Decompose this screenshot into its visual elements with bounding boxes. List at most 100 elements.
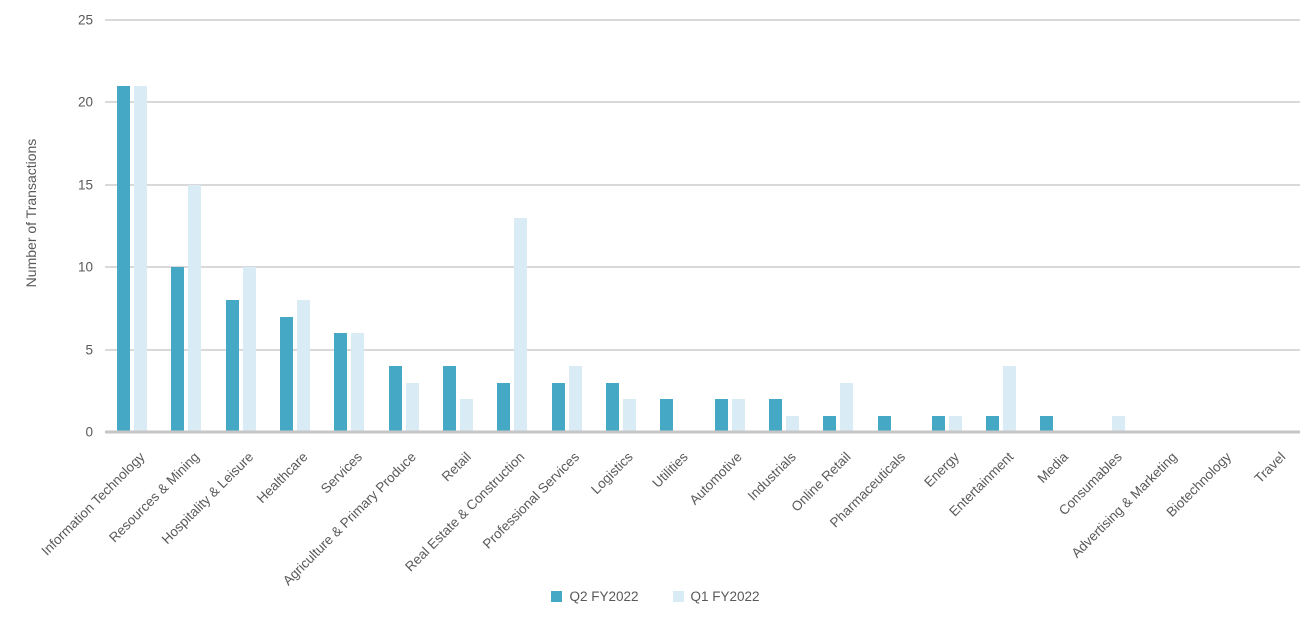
x-label-slot-energy: Energy xyxy=(920,437,974,587)
bars-layer xyxy=(105,20,1300,432)
bar-q2-fy2022-retail xyxy=(443,366,457,432)
bar-group-real-estate-construction xyxy=(485,20,539,432)
x-label-slot-industrials: Industrials xyxy=(745,437,811,587)
x-label-media: Media xyxy=(1034,449,1071,486)
bar-q1-fy2022-resources-mining xyxy=(188,184,202,432)
bar-group-automotive xyxy=(702,20,756,432)
bar-q1-fy2022-retail xyxy=(460,399,474,432)
bar-q2-fy2022-services xyxy=(334,333,348,432)
bar-q1-fy2022-online-retail xyxy=(840,382,854,432)
bar-group-retail xyxy=(431,20,485,432)
bar-group-energy xyxy=(920,20,974,432)
legend-label-q2-fy2022: Q2 FY2022 xyxy=(569,589,639,604)
bar-group-information-technology xyxy=(105,20,159,432)
x-label-slot-automotive: Automotive xyxy=(687,437,756,587)
bar-q2-fy2022-hospitality-leisure xyxy=(225,300,239,432)
y-axis-title: Number of Transactions xyxy=(23,138,39,288)
x-label-retail: Retail xyxy=(438,449,474,485)
gridline-15 xyxy=(105,183,1300,186)
bar-q1-fy2022-agriculture-primary-produce xyxy=(405,382,419,432)
x-label-utilities: Utilities xyxy=(649,449,691,491)
bar-q2-fy2022-agriculture-primary-produce xyxy=(388,366,402,432)
x-label-logistics: Logistics xyxy=(588,449,637,497)
bar-q1-fy2022-industrials xyxy=(785,415,799,432)
x-label-slot-entertainment: Entertainment xyxy=(946,437,1028,587)
bar-group-advertising-marketing xyxy=(1137,20,1191,432)
bar-q2-fy2022-online-retail xyxy=(823,415,837,432)
legend: Q2 FY2022 Q1 FY2022 xyxy=(0,589,1311,604)
bar-q2-fy2022-resources-mining xyxy=(171,267,185,432)
bar-q1-fy2022-hospitality-leisure xyxy=(242,267,256,432)
bar-group-biotechnology xyxy=(1191,20,1245,432)
y-tick-label-5: 5 xyxy=(85,342,93,358)
bar-q2-fy2022-healthcare xyxy=(280,316,294,432)
bar-group-utilities xyxy=(648,20,702,432)
x-label-services: Services xyxy=(317,449,365,497)
y-tick-label-25: 25 xyxy=(77,12,93,28)
x-label-slot-professional-services: Professional Services xyxy=(480,437,594,587)
bar-q2-fy2022-logistics xyxy=(605,382,619,432)
y-tick-label-15: 15 xyxy=(77,177,93,193)
x-label-slot-travel: Travel xyxy=(1246,437,1300,587)
x-label-energy: Energy xyxy=(921,449,963,491)
bar-group-consumables xyxy=(1083,20,1137,432)
x-label-slot-pharmaceuticals: Pharmaceuticals xyxy=(827,437,919,587)
x-label-slot-logistics: Logistics xyxy=(589,437,648,587)
bar-q1-fy2022-energy xyxy=(948,415,962,432)
bar-q1-fy2022-entertainment xyxy=(1003,366,1017,432)
x-label-slot-hospitality-leisure: Hospitality & Leisure xyxy=(158,437,268,587)
bar-group-professional-services xyxy=(540,20,594,432)
bar-q2-fy2022-professional-services xyxy=(551,382,565,432)
gridline-10 xyxy=(105,266,1300,269)
bar-group-entertainment xyxy=(974,20,1028,432)
x-label-travel: Travel xyxy=(1251,449,1289,486)
bar-q1-fy2022-real-estate-construction xyxy=(514,217,528,432)
bar-group-logistics xyxy=(594,20,648,432)
x-label-slot-advertising-marketing: Advertising & Marketing xyxy=(1068,437,1191,587)
x-label-slot-utilities: Utilities xyxy=(648,437,702,587)
bar-q2-fy2022-utilities xyxy=(660,399,674,432)
legend-swatch-q1-fy2022 xyxy=(672,591,684,602)
bar-q2-fy2022-industrials xyxy=(768,399,782,432)
bar-q1-fy2022-logistics xyxy=(622,399,636,432)
bar-q1-fy2022-services xyxy=(351,333,365,432)
bar-q2-fy2022-information-technology xyxy=(117,85,131,432)
bar-q1-fy2022-information-technology xyxy=(134,85,148,432)
bar-group-services xyxy=(322,20,376,432)
plot-area xyxy=(105,19,1300,434)
bar-group-hospitality-leisure xyxy=(214,20,268,432)
gridline-25 xyxy=(105,19,1300,21)
x-label-information-technology: Information Technology xyxy=(38,449,148,559)
y-tick-label-20: 20 xyxy=(77,94,93,110)
legend-swatch-q2-fy2022 xyxy=(551,591,563,602)
x-label-slot-biotechnology: Biotechnology xyxy=(1163,437,1245,587)
x-label-slot-media: Media xyxy=(1028,437,1082,587)
bar-q1-fy2022-consumables xyxy=(1111,415,1125,432)
bar-group-online-retail xyxy=(811,20,865,432)
gridline-5 xyxy=(105,348,1300,351)
bar-q1-fy2022-professional-services xyxy=(568,366,582,432)
bar-group-travel xyxy=(1246,20,1300,432)
x-axis-labels: Information Technology Resources & Mining… xyxy=(38,437,1300,588)
bar-group-resources-mining xyxy=(159,20,213,432)
legend-item-q2-fy2022: Q2 FY2022 xyxy=(551,589,639,604)
bar-group-healthcare xyxy=(268,20,322,432)
y-tick-label-10: 10 xyxy=(77,259,93,275)
bar-q2-fy2022-media xyxy=(1040,415,1054,432)
bar-group-industrials xyxy=(757,20,811,432)
bar-q2-fy2022-automotive xyxy=(714,399,728,432)
bar-q2-fy2022-pharmaceuticals xyxy=(877,415,891,432)
y-axis-ticks: 0 5 10 15 20 25 xyxy=(55,13,93,440)
bar-q1-fy2022-automotive xyxy=(731,399,745,432)
y-tick-label-0: 0 xyxy=(85,424,93,440)
bar-group-agriculture-primary-produce xyxy=(377,20,431,432)
gridline-0 xyxy=(105,430,1300,434)
bar-q2-fy2022-real-estate-construction xyxy=(497,382,511,432)
bar-q2-fy2022-entertainment xyxy=(986,415,1000,432)
bar-q1-fy2022-healthcare xyxy=(297,300,311,432)
bar-q2-fy2022-energy xyxy=(931,415,945,432)
legend-item-q1-fy2022: Q1 FY2022 xyxy=(672,589,760,604)
bar-group-pharmaceuticals xyxy=(865,20,919,432)
bar-group-media xyxy=(1028,20,1082,432)
